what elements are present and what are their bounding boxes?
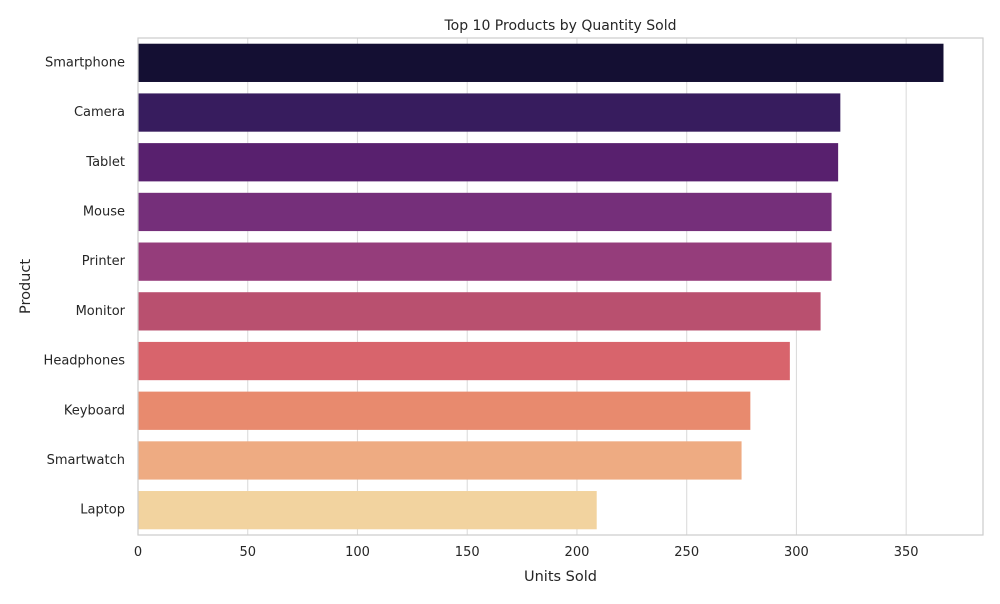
y-tick-label: Smartwatch <box>47 453 125 468</box>
y-tick-label: Monitor <box>76 304 126 319</box>
bar-tablet <box>138 143 839 182</box>
x-tick-label: 0 <box>134 545 142 560</box>
x-tick-label: 150 <box>455 545 480 560</box>
x-tick-label: 50 <box>239 545 256 560</box>
chart-title: Top 10 Products by Quantity Sold <box>443 18 676 34</box>
bar-camera <box>138 93 841 132</box>
bar-mouse <box>138 192 832 232</box>
bar-keyboard <box>138 391 751 430</box>
x-tick-label: 250 <box>674 545 699 560</box>
y-tick-label: Headphones <box>44 354 126 369</box>
x-tick-label: 100 <box>345 545 370 560</box>
y-axis-label: Product <box>18 259 34 314</box>
y-tick-label: Mouse <box>83 204 125 219</box>
y-tick-label: Printer <box>82 254 126 269</box>
x-tick-labels: 0 50 100 150 200 250 300 350 <box>134 545 919 560</box>
y-tick-label: Tablet <box>85 155 125 170</box>
y-tick-label: Camera <box>74 105 125 120</box>
x-axis-label: Units Sold <box>524 569 597 585</box>
bars <box>138 43 944 530</box>
y-tick-label: Laptop <box>80 503 125 518</box>
plot-frame <box>137 37 984 536</box>
bar-headphones <box>138 341 790 381</box>
y-tick-label: Smartphone <box>45 55 125 70</box>
bar-laptop <box>138 491 597 530</box>
x-tick-label: 300 <box>784 545 809 560</box>
y-tick-labels: Smartphone Camera Tablet Mouse Printer Monito… <box>44 55 126 517</box>
bar-smartphone <box>138 43 944 82</box>
bar-printer <box>138 242 832 281</box>
bar-smartwatch <box>138 441 742 480</box>
bar-monitor <box>138 292 821 331</box>
x-tick-label: 350 <box>894 545 919 560</box>
y-tick-label: Keyboard <box>64 403 125 418</box>
x-tick-label: 200 <box>565 545 590 560</box>
